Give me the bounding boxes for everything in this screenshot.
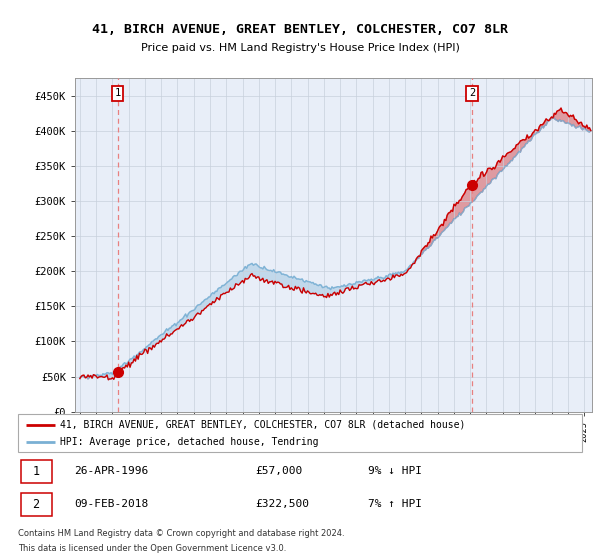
Text: £57,000: £57,000 (255, 466, 302, 477)
Text: HPI: Average price, detached house, Tendring: HPI: Average price, detached house, Tend… (60, 437, 319, 447)
Text: 41, BIRCH AVENUE, GREAT BENTLEY, COLCHESTER, CO7 8LR: 41, BIRCH AVENUE, GREAT BENTLEY, COLCHES… (92, 24, 508, 36)
Text: 1: 1 (32, 465, 40, 478)
Bar (21, 460, 52, 483)
Text: 26-APR-1996: 26-APR-1996 (74, 466, 149, 477)
Text: Contains HM Land Registry data © Crown copyright and database right 2024.: Contains HM Land Registry data © Crown c… (18, 529, 344, 538)
Text: 2: 2 (469, 88, 475, 99)
Text: 1: 1 (115, 88, 121, 99)
Text: 9% ↓ HPI: 9% ↓ HPI (368, 466, 422, 477)
Bar (21, 493, 52, 516)
Text: Price paid vs. HM Land Registry's House Price Index (HPI): Price paid vs. HM Land Registry's House … (140, 43, 460, 53)
Text: 2: 2 (32, 498, 40, 511)
Text: £322,500: £322,500 (255, 500, 309, 510)
Text: 41, BIRCH AVENUE, GREAT BENTLEY, COLCHESTER, CO7 8LR (detached house): 41, BIRCH AVENUE, GREAT BENTLEY, COLCHES… (60, 419, 466, 430)
Text: 7% ↑ HPI: 7% ↑ HPI (368, 500, 422, 510)
Text: 09-FEB-2018: 09-FEB-2018 (74, 500, 149, 510)
Text: This data is licensed under the Open Government Licence v3.0.: This data is licensed under the Open Gov… (18, 544, 286, 553)
